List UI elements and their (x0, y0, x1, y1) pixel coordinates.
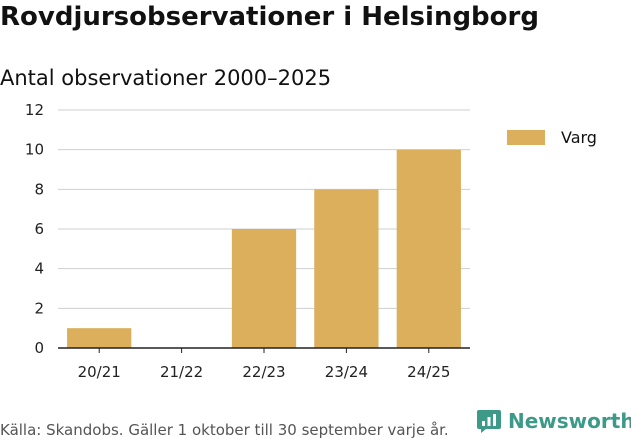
chart-subtitle: Antal observationer 2000–2025 (0, 66, 332, 90)
bar-23-24 (314, 189, 379, 348)
y-tick-label: 0 (34, 339, 44, 357)
x-axis: 20/21 21/22 22/23 23/24 24/25 (78, 348, 450, 381)
bar-22-23 (231, 229, 297, 348)
x-tick-label: 21/22 (160, 363, 203, 381)
newsworthy-icon (477, 410, 501, 433)
bars (67, 149, 461, 348)
y-tick-label: 4 (34, 260, 44, 278)
bar-20-21 (67, 328, 132, 348)
brand-name: Newsworthy (508, 409, 631, 433)
newsworthy-logo: Newsworthy (476, 408, 631, 434)
x-tick-label: 24/25 (407, 363, 450, 381)
chart-title: Rovdjursobservationer i Helsingborg (0, 2, 539, 32)
y-tick-label: 2 (34, 299, 44, 317)
x-tick-label: 23/24 (325, 363, 368, 381)
y-tick-label: 10 (25, 141, 44, 159)
legend-swatch-varg (507, 130, 545, 145)
source-note: Källa: Skandobs. Gäller 1 oktober till 3… (0, 421, 449, 439)
y-tick-label: 6 (34, 220, 44, 238)
y-tick-label: 8 (34, 180, 44, 198)
x-tick-label: 20/21 (78, 363, 121, 381)
bar-24-25 (396, 149, 461, 348)
y-tick-label: 12 (25, 101, 44, 119)
legend-label-varg: Varg (561, 128, 597, 147)
legend: Varg (507, 128, 597, 147)
x-tick-label: 22/23 (242, 363, 285, 381)
